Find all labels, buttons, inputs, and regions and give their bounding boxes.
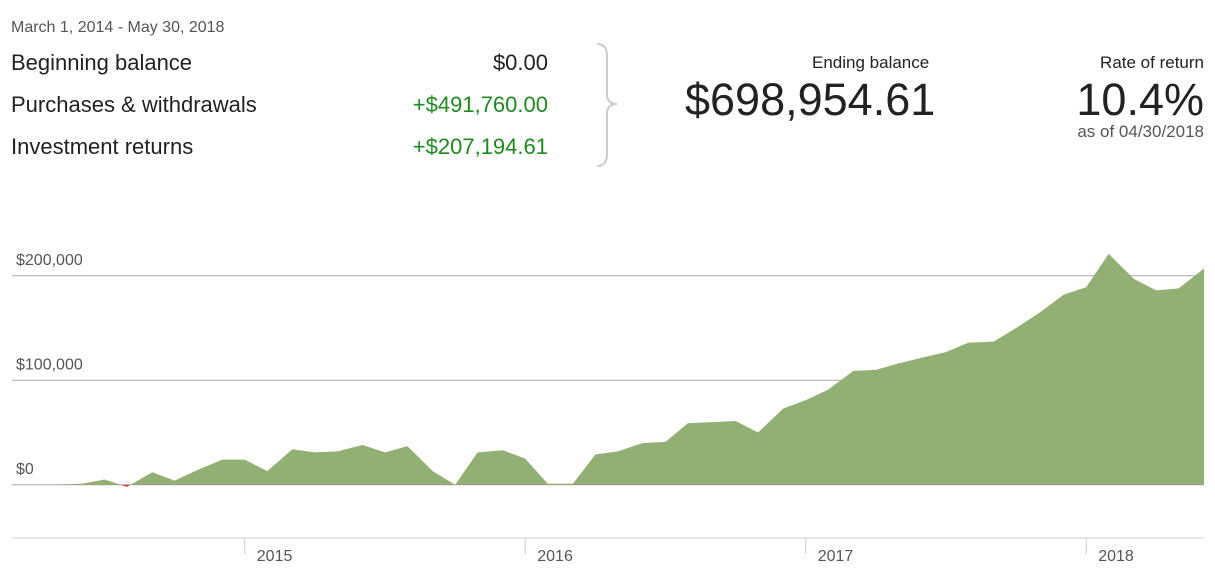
row-label: Purchases & withdrawals	[11, 92, 257, 117]
brace	[596, 43, 618, 167]
row-label: Investment returns	[11, 134, 194, 159]
area	[56, 253, 1204, 485]
row-value: +$207,194.61	[412, 134, 548, 159]
y-tick-label: $0	[16, 461, 34, 478]
rate-of-return-label: Rate of return	[1100, 53, 1204, 72]
rate-of-return-note: as of 04/30/2018	[1077, 122, 1204, 141]
y-tick-label: $200,000	[16, 252, 83, 269]
x-tick-label: 2016	[537, 548, 573, 565]
row-value: $0.00	[492, 50, 548, 75]
row-label: Beginning balance	[11, 50, 193, 75]
rate-of-return: 10.4%	[1076, 74, 1204, 125]
date-range: March 1, 2014 - May 30, 2018	[11, 19, 225, 36]
y-tick-label: $100,000	[16, 356, 83, 373]
x-tick-label: 2018	[1098, 548, 1134, 565]
x-tick-label: 2015	[257, 548, 293, 565]
ending-balance-label: Ending balance	[812, 53, 930, 72]
row-value: +$491,760.00	[412, 92, 548, 117]
x-tick-label: 2017	[818, 548, 854, 565]
ending-balance: $698,954.61	[685, 74, 936, 125]
